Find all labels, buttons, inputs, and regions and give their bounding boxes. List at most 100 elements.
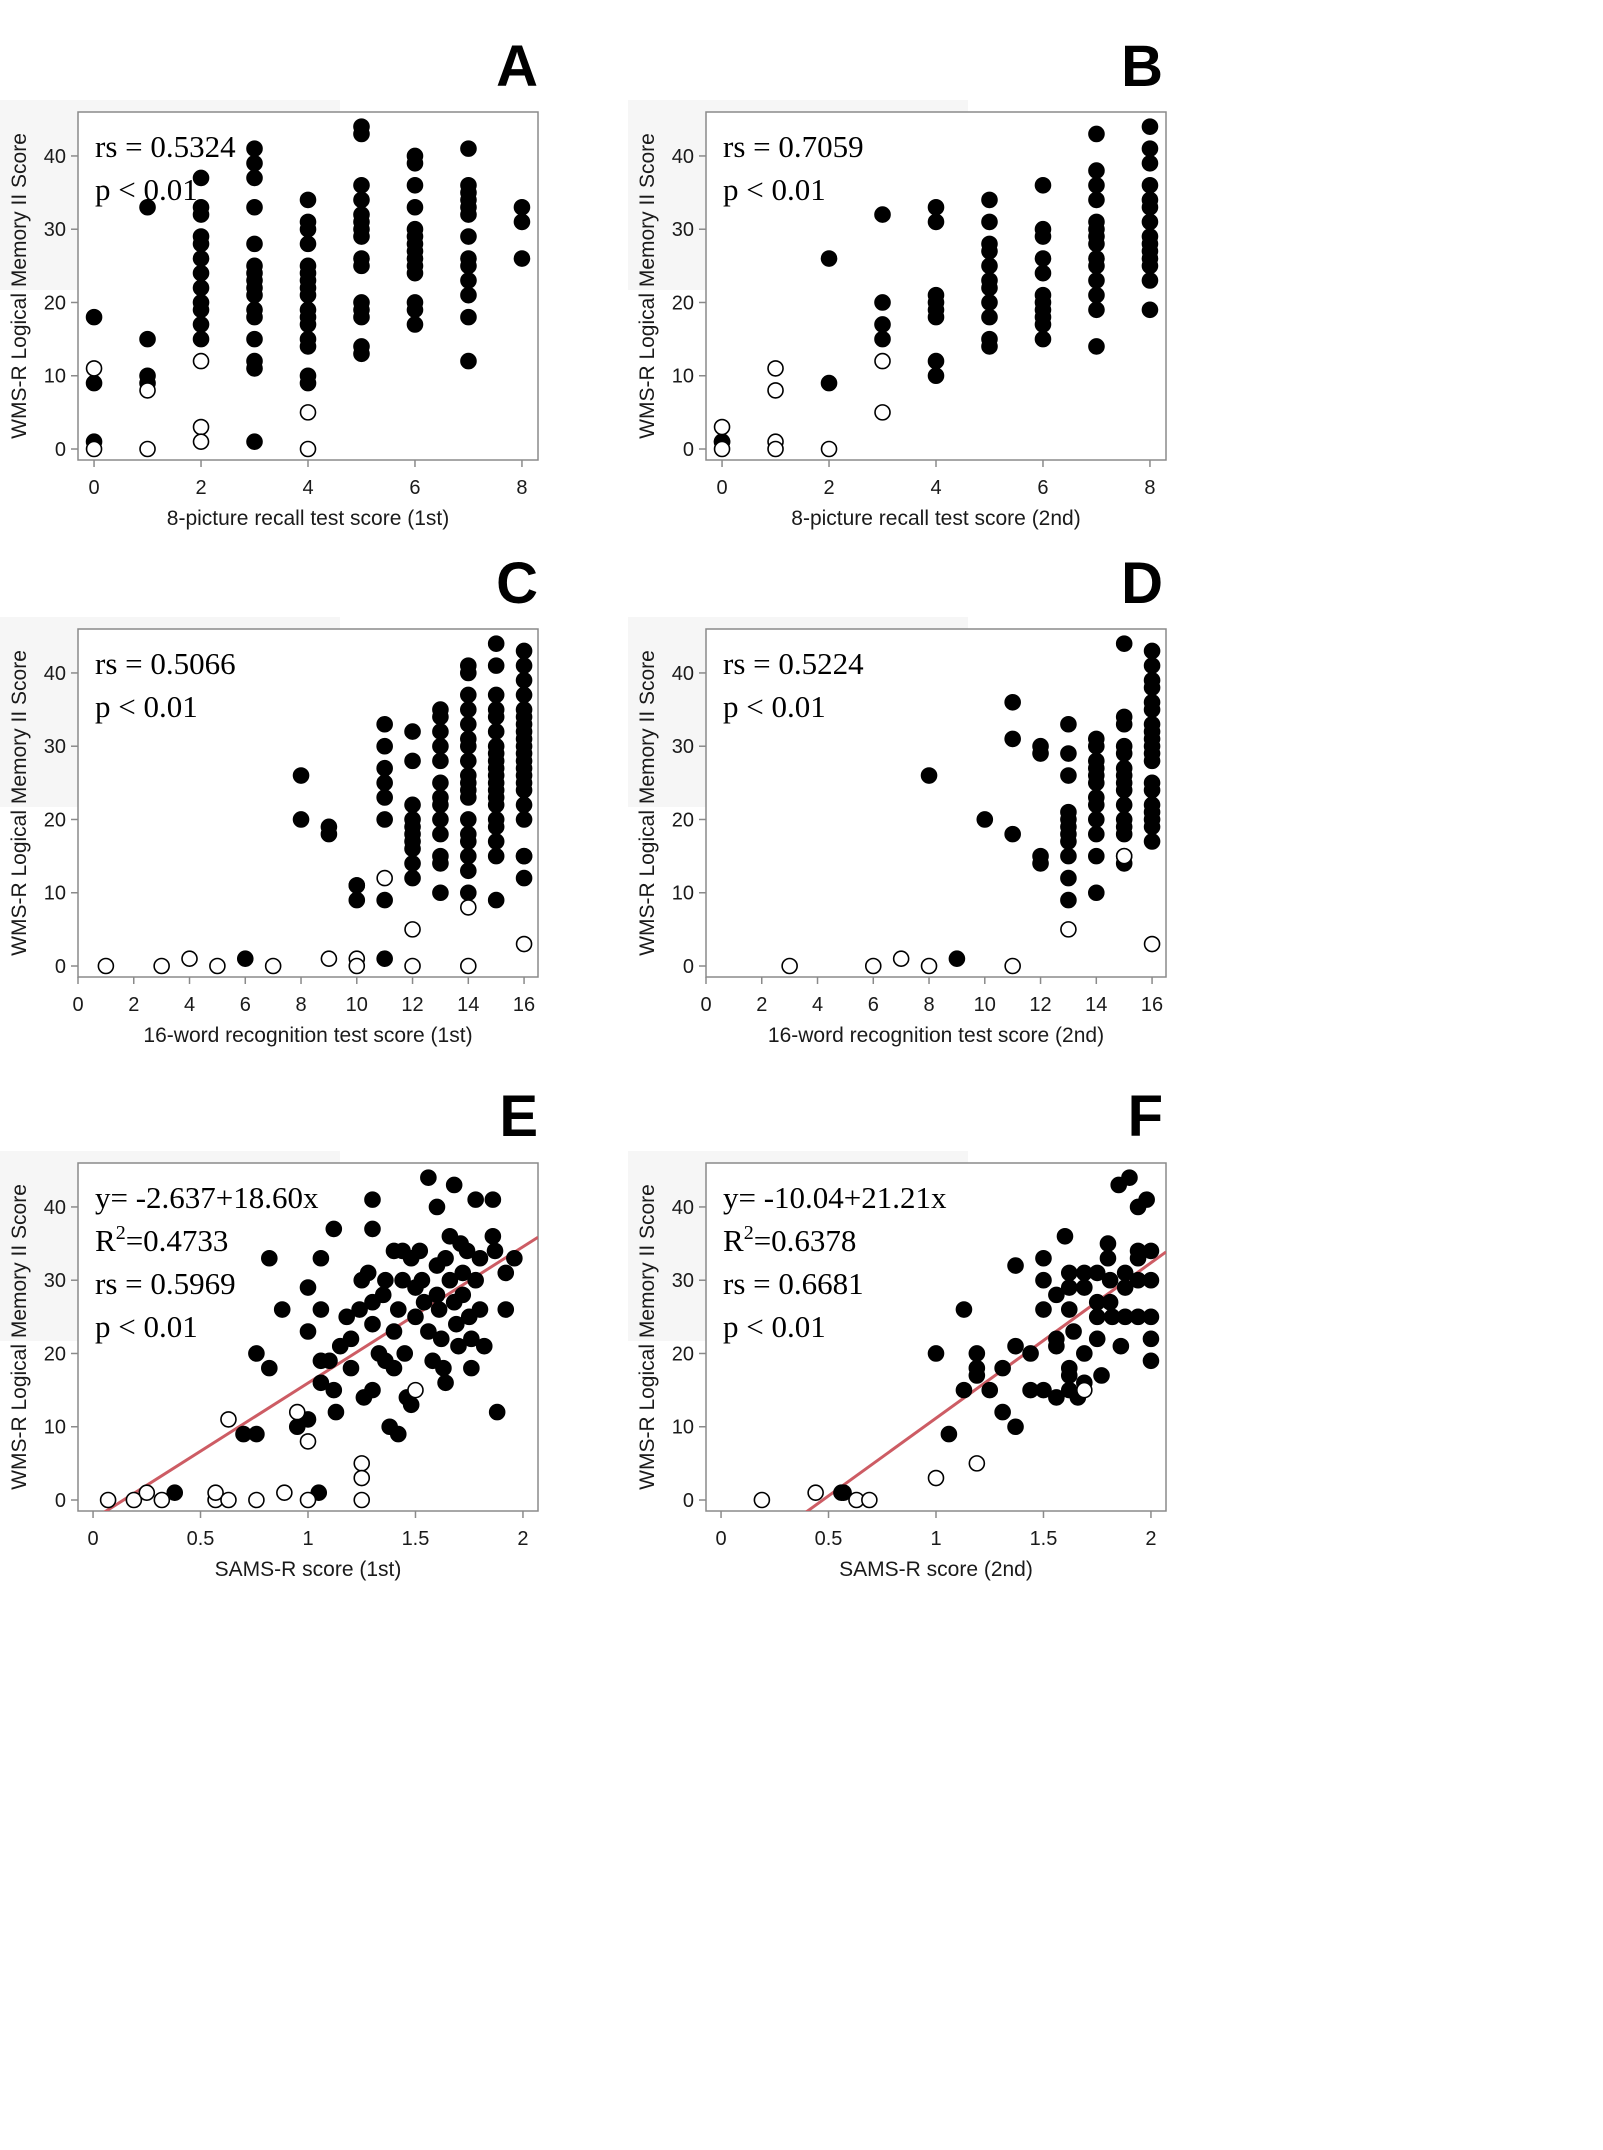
data-point-filled — [467, 1271, 484, 1289]
data-point-open — [320, 950, 338, 967]
data-point-open — [99, 1491, 117, 1509]
data-point-open — [207, 1484, 224, 1501]
data-point-filled — [292, 767, 310, 784]
data-point-filled — [1115, 781, 1133, 799]
data-point-filled — [325, 1220, 343, 1238]
data-point-filled — [460, 884, 477, 902]
stat-annotation: y= -10.04+21.21x — [723, 1180, 947, 1215]
x-axis-label: 8-picture recall test score (1st) — [167, 507, 449, 530]
data-point-open — [874, 352, 891, 370]
x-tick-label: 6 — [1037, 477, 1048, 499]
data-point-filled — [406, 316, 424, 333]
data-point-filled — [364, 1315, 381, 1333]
data-point-filled — [994, 1359, 1011, 1377]
data-point-filled — [139, 330, 156, 348]
data-point-filled — [1060, 1301, 1078, 1318]
data-point-filled — [353, 125, 370, 143]
y-tick-label: 10 — [672, 366, 694, 388]
y-tick-label: 10 — [672, 883, 694, 905]
x-tick-label: 0 — [88, 477, 99, 499]
data-point-filled — [404, 840, 421, 858]
data-point-filled — [927, 308, 945, 326]
data-point-filled — [192, 330, 210, 348]
data-point-filled — [292, 811, 310, 828]
y-tick-label: 40 — [44, 663, 66, 685]
data-point-filled — [1141, 257, 1159, 275]
data-point-filled — [413, 1271, 431, 1289]
data-point-filled — [402, 1396, 420, 1414]
x-tick-label: 16 — [1141, 994, 1163, 1016]
stat-annotation: p < 0.01 — [723, 689, 826, 724]
data-point-filled — [406, 176, 424, 194]
data-point-filled — [420, 1323, 437, 1340]
data-point-open — [1060, 921, 1077, 938]
data-point-filled — [460, 308, 477, 326]
data-point-filled — [192, 301, 210, 319]
x-tick-label: 2 — [1145, 1528, 1156, 1550]
data-point-open — [348, 957, 366, 975]
data-point-filled — [432, 855, 449, 872]
data-point-open — [753, 1491, 771, 1509]
data-point-filled — [445, 1176, 463, 1194]
x-tick-label: 8 — [295, 994, 306, 1016]
data-point-open — [861, 1491, 878, 1509]
data-point-filled — [192, 279, 210, 297]
x-tick-label: 1 — [302, 1528, 313, 1550]
data-point-filled — [1035, 1301, 1052, 1318]
data-point-filled — [1034, 330, 1052, 348]
data-point-filled — [1142, 1242, 1160, 1260]
data-point-filled — [1007, 1418, 1024, 1436]
data-point-filled — [497, 1264, 515, 1282]
data-point-filled — [299, 286, 317, 304]
y-tick-label: 30 — [44, 1270, 66, 1292]
data-point-filled — [981, 242, 998, 260]
plot-area — [99, 1169, 538, 1511]
data-point-filled — [1088, 811, 1105, 828]
data-point-open — [288, 1403, 306, 1421]
y-tick-label: 20 — [44, 1343, 66, 1365]
data-point-filled — [192, 250, 210, 267]
data-point-open — [713, 440, 731, 458]
stat-annotation: rs = 0.5066 — [95, 646, 236, 681]
data-point-filled — [820, 250, 838, 267]
data-point-filled — [515, 869, 533, 887]
data-point-open — [807, 1484, 824, 1501]
data-point-filled — [874, 330, 891, 348]
y-tick-label: 40 — [672, 146, 694, 168]
data-point-filled — [927, 352, 945, 370]
data-point-filled — [487, 891, 505, 909]
x-tick-label: 2 — [823, 477, 834, 499]
y-tick-label: 0 — [55, 439, 66, 461]
data-point-filled — [192, 316, 210, 333]
data-point-filled — [460, 811, 477, 828]
data-point-filled — [927, 367, 945, 385]
data-point-filled — [981, 279, 998, 297]
data-point-filled — [376, 811, 393, 828]
data-point-open — [299, 1491, 317, 1509]
data-point-filled — [299, 191, 317, 209]
y-tick-label: 30 — [672, 1270, 694, 1292]
data-point-filled — [981, 294, 998, 311]
data-point-filled — [312, 1301, 330, 1318]
data-point-open — [353, 1469, 371, 1487]
data-point-filled — [1056, 1227, 1074, 1245]
data-point-filled — [364, 1220, 381, 1238]
data-point-open — [248, 1491, 265, 1509]
data-point-filled — [428, 1286, 446, 1304]
data-point-filled — [460, 272, 477, 289]
data-point-filled — [1076, 1279, 1093, 1296]
x-tick-label: 8 — [923, 994, 934, 1016]
data-point-open — [460, 957, 477, 975]
data-point-filled — [248, 1345, 265, 1362]
data-point-filled — [437, 1374, 454, 1392]
data-point-filled — [299, 220, 317, 238]
data-point-filled — [1121, 1169, 1138, 1186]
plot-frame — [77, 628, 539, 978]
y-tick-label: 10 — [44, 366, 66, 388]
data-point-filled — [487, 833, 505, 850]
data-point-filled — [1088, 796, 1105, 814]
data-point-filled — [1141, 118, 1159, 135]
data-point-filled — [338, 1308, 355, 1326]
data-point-filled — [1088, 286, 1105, 304]
data-point-filled — [353, 191, 370, 209]
